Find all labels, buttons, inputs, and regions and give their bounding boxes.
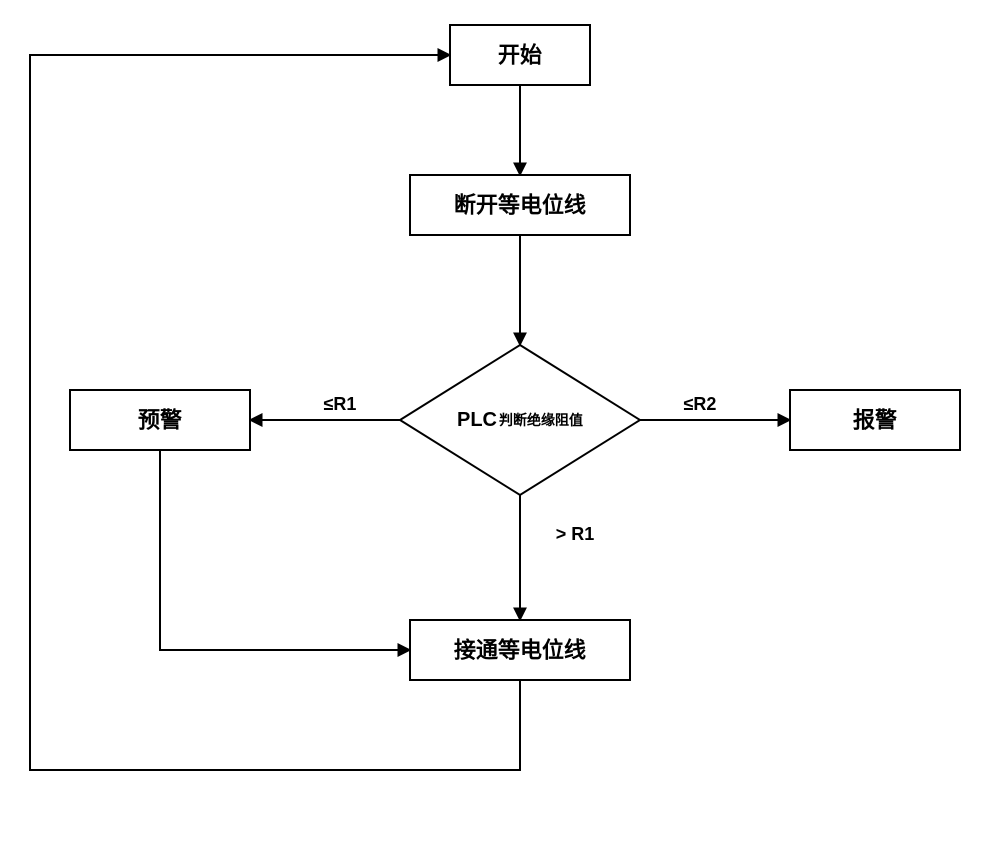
edge-label-r2: ≤R2	[684, 394, 717, 414]
decision-small: 判断绝缘阻值	[499, 412, 583, 428]
edge-prewarn-connect	[160, 450, 410, 650]
node-alarm-label: 报警	[853, 408, 897, 433]
node-disconnect-label: 断开等电位线	[454, 193, 586, 218]
node-connect: 接通等电位线	[410, 620, 630, 680]
node-alarm: 报警	[790, 390, 960, 450]
node-disconnect: 断开等电位线	[410, 175, 630, 235]
node-start-label: 开始	[498, 43, 542, 68]
node-connect-label: 接通等电位线	[454, 638, 586, 663]
edge-label-r1-left: ≤R1	[324, 394, 357, 414]
edge-label-gt-r1: > R1	[556, 524, 595, 544]
node-decision: PLC判断绝缘阻值	[400, 345, 640, 495]
decision-prefix: PLC	[457, 409, 497, 431]
flowchart-canvas: ≤R1 ≤R2 > R1 开始 断开等电位线 PLC判断绝缘阻值 预警 报警 接…	[0, 0, 1000, 850]
node-start: 开始	[450, 25, 590, 85]
node-prewarn-label: 预警	[138, 408, 182, 433]
node-prewarn: 预警	[70, 390, 250, 450]
node-decision-label: PLC判断绝缘阻值	[457, 409, 583, 431]
